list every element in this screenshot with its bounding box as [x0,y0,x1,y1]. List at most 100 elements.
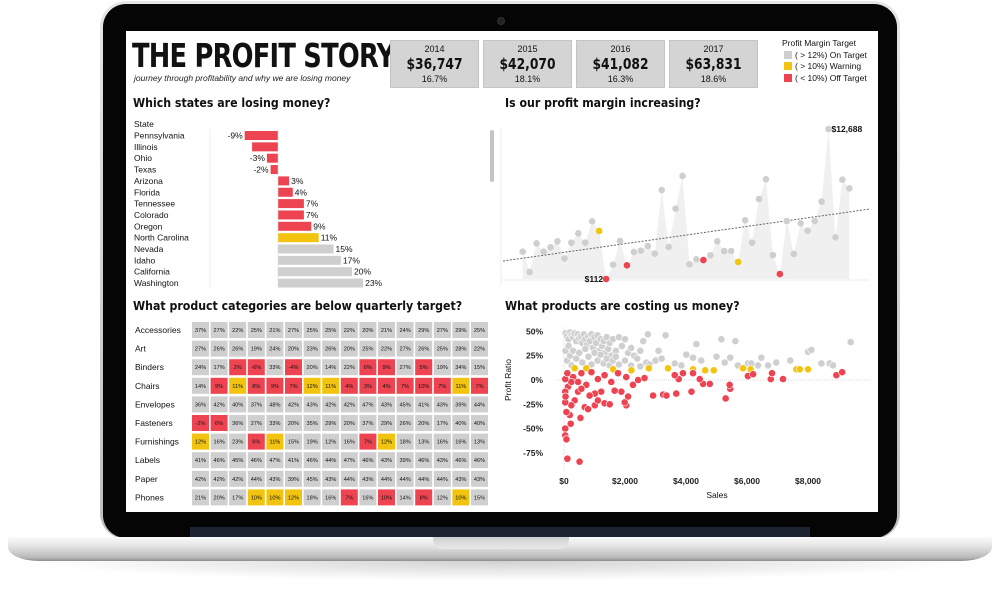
heatmap-cell[interactable] [471,415,488,431]
product-point[interactable] [649,391,657,400]
heatmap-cell[interactable] [303,470,321,487]
margin-point[interactable] [714,238,721,245]
heatmap-cell[interactable] [285,322,302,338]
margin-point[interactable] [804,227,811,235]
product-point[interactable] [633,354,642,363]
heatmap-cell[interactable] [322,470,340,487]
heatmap-cell[interactable] [452,340,470,357]
heatmap-cell[interactable] [340,359,358,376]
heatmap-cell[interactable] [285,377,302,394]
heatmap-cell[interactable] [210,322,228,338]
heatmap-cell[interactable] [266,470,284,487]
margin-point[interactable] [568,239,575,246]
product-point[interactable] [614,360,623,369]
heatmap-cell[interactable] [452,415,470,431]
heatmap-cell[interactable] [285,396,302,413]
margin-point[interactable] [519,248,526,256]
heatmap-cell[interactable] [433,452,451,469]
product-point[interactable] [689,369,697,378]
state-bar[interactable] [244,131,278,140]
margin-point[interactable] [609,261,617,269]
heatmap-cell[interactable] [303,415,321,431]
heatmap-cell[interactable] [396,322,414,338]
product-point[interactable] [757,353,766,362]
heatmap-cell[interactable] [471,433,488,450]
margin-point[interactable] [581,239,589,246]
product-point[interactable] [629,380,637,389]
product-point[interactable] [600,371,609,380]
product-point[interactable] [564,342,573,350]
margin-point[interactable] [811,217,818,225]
heatmap-cell[interactable] [359,340,377,357]
heatmap-cell[interactable] [452,433,470,450]
heatmap-cell[interactable] [359,470,377,487]
heatmap-cell[interactable] [303,359,321,376]
margin-point[interactable] [526,268,533,276]
margin-point[interactable] [686,261,693,268]
heatmap-cell[interactable] [229,396,247,413]
product-point[interactable] [596,350,605,359]
heatmap-cell[interactable] [396,396,414,413]
product-point[interactable] [576,414,585,422]
heatmap-cell[interactable] [322,433,340,450]
heatmap-cell[interactable] [229,377,247,394]
kpi-card-2015[interactable]: 2015 $42,070 18.1% [483,40,572,88]
product-point[interactable] [562,408,571,416]
heatmap-cell[interactable] [266,340,284,357]
margin-point[interactable] [769,251,777,259]
state-bar[interactable] [278,221,312,231]
product-point[interactable] [593,375,602,383]
heatmap-cell[interactable] [471,452,488,469]
heatmap-cell[interactable] [359,396,377,413]
product-point[interactable] [662,391,671,400]
heatmap-cell[interactable] [247,452,265,469]
heatmap-cell[interactable] [452,322,470,338]
product-point[interactable] [575,457,584,466]
heatmap-cell[interactable] [433,489,451,506]
heatmap-cell[interactable] [247,377,265,394]
product-point[interactable] [701,366,710,375]
heatmap-cell[interactable] [433,415,451,431]
heatmap-cell[interactable] [192,322,209,338]
product-point[interactable] [610,386,619,395]
heatmap-cell[interactable] [303,489,321,506]
heatmap-cell[interactable] [229,359,247,376]
heatmap-cell[interactable] [471,489,488,506]
product-point[interactable] [670,371,679,380]
product-point[interactable] [566,419,575,428]
margin-point[interactable] [658,186,665,194]
heatmap-cell[interactable] [452,470,470,487]
heatmap-cell[interactable] [266,433,284,450]
heatmap-cell[interactable] [229,470,247,487]
product-point[interactable] [717,335,726,344]
product-point[interactable] [795,365,804,374]
heatmap-cell[interactable] [452,396,470,413]
heatmap-cell[interactable] [471,470,488,487]
state-bar[interactable] [278,210,304,220]
heatmap-cell[interactable] [247,415,265,431]
heatmap-cell[interactable] [340,377,358,394]
heatmap-cell[interactable] [433,396,451,413]
state-bar[interactable] [266,153,278,163]
product-point[interactable] [749,370,757,379]
heatmap-cell[interactable] [210,452,228,469]
heatmap-cell[interactable] [471,322,488,338]
margin-line-chart[interactable]: $12,688 $112 [490,124,871,286]
margin-point[interactable] [776,270,784,278]
state-bar[interactable] [278,278,364,288]
heatmap-cell[interactable] [192,489,209,506]
heatmap-cell[interactable] [322,489,340,506]
heatmap-cell[interactable] [433,433,451,450]
product-point[interactable] [585,391,594,400]
heatmap-cell[interactable] [415,415,433,431]
product-point[interactable] [622,373,631,381]
heatmap-cell[interactable] [415,359,433,376]
product-point[interactable] [654,346,663,355]
product-point[interactable] [584,352,593,361]
heatmap-cell[interactable] [415,433,433,450]
categories-heatmap[interactable]: Accessories 37% 27% 22% 25% 21% 27% 25% 25% 22% 20… [135,322,488,506]
heatmap-cell[interactable] [340,433,358,450]
heatmap-cell[interactable] [322,396,340,413]
state-bar[interactable] [278,187,293,197]
